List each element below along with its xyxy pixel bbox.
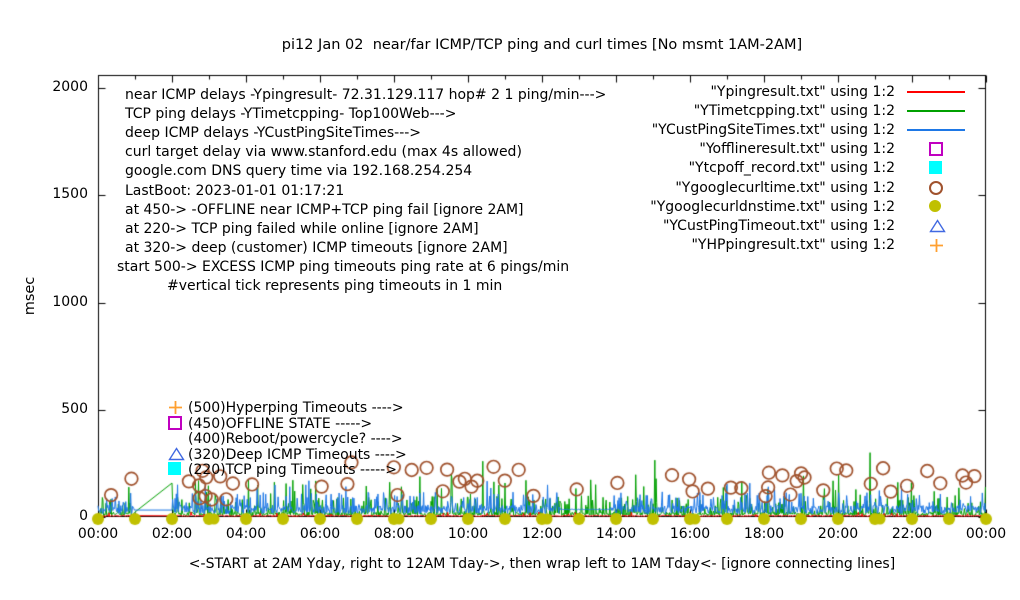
legend-label: "Yofflineresult.txt" using 1:2	[699, 141, 895, 158]
y-tick-label: 0	[79, 508, 88, 524]
y-tick-label: 1000	[52, 293, 88, 310]
key-marker-open-square	[168, 415, 182, 430]
key-label: (320)Deep ICMP Timeouts ---->	[188, 446, 407, 463]
legend-label: "Ygooglecurltime.txt" using 1:2	[675, 179, 895, 196]
info-line: at 220-> TCP ping failed while online [i…	[125, 220, 479, 237]
key-label: (400)Reboot/powercycle? ---->	[188, 431, 403, 448]
legend-label: "Ytcpoff_record.txt" using 1:2	[688, 160, 895, 177]
info-line: at 320-> deep (customer) ICMP timeouts […	[125, 239, 508, 256]
info-line: google.com DNS query time via 192.168.25…	[125, 163, 473, 180]
legend-label: "YHPpingresult.txt" using 1:2	[691, 236, 895, 253]
info-line: curl target delay via www.stanford.edu (…	[125, 144, 522, 161]
x-tick-label: 00:00	[77, 526, 119, 542]
legend-marker-line	[907, 129, 965, 132]
legend-label: "Ygooglecurldnstime.txt" using 1:2	[650, 198, 895, 215]
x-tick-label: 22:00	[891, 526, 933, 542]
x-tick-label: 00:00	[965, 526, 1007, 542]
info-line: start 500-> EXCESS ICMP ping timeouts pi…	[117, 258, 570, 275]
legend-label: "YCustPingSiteTimes.txt" using 1:2	[651, 122, 895, 139]
legend-marker-line	[907, 110, 965, 113]
legend-marker-open-circle	[928, 180, 943, 195]
x-tick-label: 10:00	[447, 526, 489, 542]
legend-marker-line	[907, 91, 965, 93]
x-tick-label: 02:00	[151, 526, 193, 542]
y-tick-label: 500	[61, 400, 88, 417]
y-tick-label: 1500	[52, 186, 88, 203]
info-line: #vertical tick represents ping timeouts …	[167, 278, 503, 294]
y-tick-label: 2000	[52, 79, 88, 95]
chart-title: pi12 Jan 02 near/far ICMP/TCP ping and c…	[281, 37, 803, 53]
x-tick-label: 04:00	[225, 526, 267, 542]
x-tick-label: 12:00	[521, 526, 563, 542]
x-axis-label: <-START at 2AM Yday, right to 12AM Tday-…	[188, 556, 896, 572]
x-tick-label: 08:00	[373, 526, 415, 542]
key-marker-filled-square	[168, 462, 181, 476]
legend-marker-plus	[929, 238, 943, 252]
legend-marker-open-triangle	[928, 218, 946, 232]
key-marker-open-triangle	[168, 446, 185, 460]
x-tick-label: 20:00	[817, 526, 859, 542]
x-tick-label: 18:00	[743, 526, 785, 542]
x-tick-label: 14:00	[595, 526, 637, 542]
info-line: at 450-> -OFFLINE near ICMP+TCP ping fai…	[125, 201, 524, 218]
legend-marker-open-square	[928, 142, 943, 157]
info-line: LastBoot: 2023-01-01 01:17:21	[125, 182, 345, 199]
key-label: (220)TCP ping Timeouts ----->	[188, 462, 397, 479]
legend-label: "YCustPingTimeout.txt" using 1:2	[662, 217, 895, 234]
info-line: TCP ping delays -YTimetcpping- Top100Web…	[125, 106, 457, 123]
info-line: deep ICMP delays -YCustPingSiteTimes--->	[125, 125, 422, 142]
x-tick-label: 16:00	[669, 526, 711, 542]
key-label: (500)Hyperping Timeouts ---->	[188, 400, 404, 416]
legend-label: "YTimetcpping.txt" using 1:2	[693, 103, 895, 120]
key-label: (450)OFFLINE STATE ----->	[188, 415, 373, 432]
legend-label: "Ypingresult.txt" using 1:2	[710, 84, 895, 100]
x-tick-label: 06:00	[299, 526, 341, 542]
key-marker-plus	[169, 401, 182, 414]
info-line: near ICMP delays -Ypingresult- 72.31.129…	[125, 87, 607, 103]
legend-marker-filled-square	[928, 161, 942, 175]
legend-marker-filled-circle	[928, 199, 941, 212]
